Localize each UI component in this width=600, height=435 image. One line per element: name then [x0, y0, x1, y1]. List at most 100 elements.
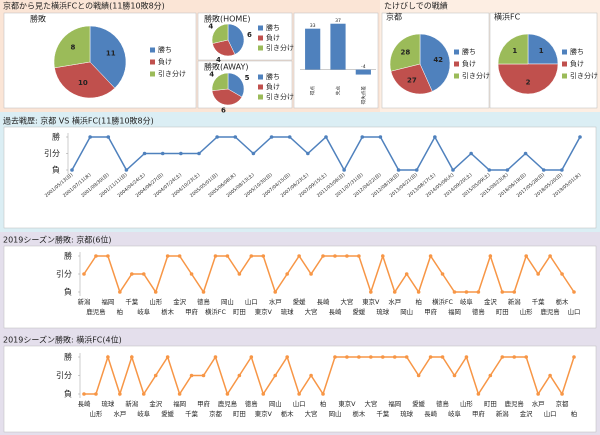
pie-slice [211, 23, 229, 44]
x-tick-label: 新潟 [496, 409, 509, 418]
pie-slice [227, 23, 245, 55]
legend-label: 負け [158, 57, 172, 66]
chart-title: 京都 [386, 12, 402, 22]
bar [305, 28, 321, 70]
x-tick-label: 岡山 [269, 399, 282, 408]
legend-label: 勝ち [266, 72, 280, 81]
chart-title: 横浜FC [494, 12, 521, 22]
marker [82, 272, 86, 276]
marker [345, 355, 349, 359]
x-tick-label: 山形 [460, 399, 473, 408]
pie-slice [212, 39, 236, 57]
legend-swatch [258, 84, 263, 90]
marker [560, 392, 564, 396]
data-label: 6 [247, 31, 252, 39]
pie-slice [389, 33, 421, 72]
legend-swatch [150, 47, 155, 53]
x-tick-label: 岐阜 [137, 409, 150, 418]
marker [213, 355, 218, 359]
marker [469, 151, 473, 156]
chart-title: 勝敗 [30, 14, 46, 24]
marker [416, 290, 421, 294]
x-tick-label: 甲府 [472, 409, 485, 418]
legend-swatch [258, 45, 263, 51]
marker [488, 373, 493, 378]
marker [487, 168, 492, 172]
marker [197, 151, 201, 156]
legend-label: 負け [266, 82, 280, 91]
x-tick-label: 得点 [309, 86, 316, 96]
chart-title: 2019シーズン勝敗: 京都(6位) [3, 235, 112, 245]
marker [548, 254, 552, 258]
legend-swatch [150, 71, 155, 77]
x-tick-label: 金沢 [149, 399, 162, 408]
marker [88, 135, 92, 139]
marker [428, 254, 433, 258]
line [83, 253, 575, 295]
pie-slice [53, 25, 91, 69]
marker [177, 254, 182, 258]
marker [404, 272, 409, 276]
x-tick-label: 東京V [362, 297, 380, 306]
marker [324, 135, 328, 139]
marker [118, 392, 122, 396]
x-tick-label: 東京V [255, 307, 273, 316]
x-tick-label: 大宮 [341, 297, 354, 306]
legend-swatch [562, 49, 567, 55]
x-tick-label: 愛媛 [412, 399, 425, 408]
marker [333, 254, 337, 258]
chart-title: 勝敗(AWAY) [204, 62, 249, 72]
chart-title: 過去戦歴: 京都 VS 横浜FC(11勝10敗8分) [3, 116, 154, 126]
bar [355, 69, 371, 75]
marker [215, 135, 219, 139]
x-tick-label: 愛媛 [293, 297, 306, 306]
legend-label: 負け [266, 33, 280, 42]
bar [330, 23, 346, 70]
x-tick-label: 福岡 [448, 307, 461, 316]
marker [536, 392, 540, 396]
marker [548, 373, 552, 378]
pie-slice [390, 63, 433, 95]
x-tick-label: 横浜FC [432, 297, 453, 306]
marker [189, 272, 194, 276]
marker [440, 355, 445, 359]
marker [512, 290, 517, 294]
marker [106, 135, 111, 139]
marker [165, 355, 170, 359]
x-tick-label: 岐阜 [448, 409, 461, 418]
x-tick-label: 山口 [293, 399, 306, 408]
chart-title: 勝敗(HOME) [204, 14, 251, 24]
legend-label: 引き分け [570, 71, 598, 80]
legend-swatch [150, 59, 155, 65]
marker [428, 355, 433, 359]
x-tick-label: 柏 [117, 307, 123, 316]
data-label: 5 [245, 74, 250, 82]
marker [287, 135, 292, 139]
marker [94, 392, 98, 396]
x-tick-label: 福岡 [388, 399, 401, 408]
legend-swatch [258, 25, 263, 31]
x-tick-label: 琉球 [400, 409, 413, 418]
x-tick-label: 東京V [255, 409, 273, 418]
x-tick-label: 山形 [520, 307, 533, 316]
x-tick-label: 栃木 [161, 307, 174, 316]
x-tick-label: 栃木 [352, 409, 365, 418]
data-label: 4 [208, 22, 213, 30]
pie-slice [89, 25, 127, 89]
x-tick-label: 水戸 [532, 399, 545, 408]
x-tick-label: 水戸 [113, 409, 126, 418]
pie-slice [497, 63, 559, 95]
marker [464, 290, 469, 294]
marker [306, 151, 310, 156]
marker [380, 254, 385, 258]
marker [440, 272, 445, 276]
y-tick-label: 勝 [52, 132, 60, 142]
x-tick-label: 山形 [149, 297, 162, 306]
marker [225, 254, 230, 258]
data-label: 1 [539, 47, 544, 55]
y-tick-label: 引分 [44, 149, 60, 158]
x-tick-label: 大宮 [364, 399, 377, 408]
x-tick-label: 新潟 [125, 399, 138, 408]
marker [141, 272, 146, 276]
